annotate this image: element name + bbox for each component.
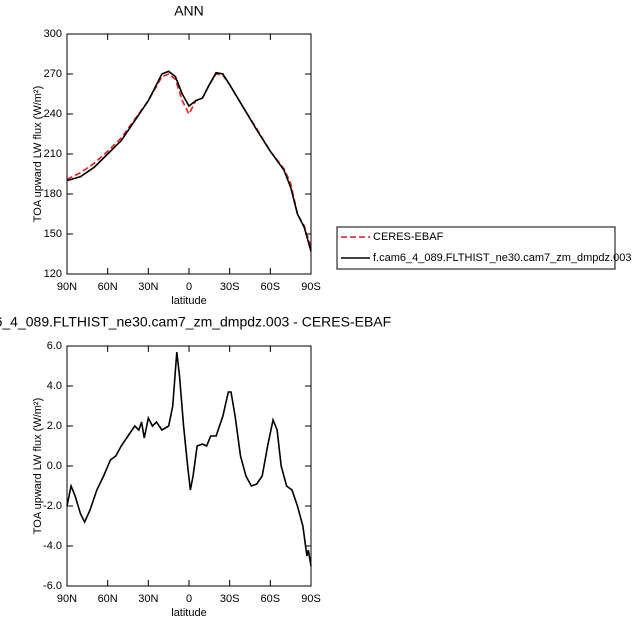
x-tick-label: 30S [220,281,240,293]
x-tick-label: 90N [57,593,77,605]
legend-label: f.cam6_4_089.FLTHIST_ne30.cam7_zm_dmpdz.… [373,252,631,264]
chart-title: ANN [174,3,204,19]
y-tick-label: 270 [44,68,62,80]
y-tick-label: -2.0 [43,500,62,512]
x-tick-label: 90S [301,281,321,293]
x-tick-label: 60S [261,593,281,605]
x-tick-label: 90N [57,281,77,293]
x-axis-label: latitude [171,295,206,307]
y-axis-label: TOA upward LW flux (W/m²) [32,398,44,535]
y-axis-label: TOA upward LW flux (W/m²) [32,86,44,223]
y-tick-label: -6.0 [43,580,62,592]
plot-frame [66,345,312,587]
legend-box [336,226,616,270]
series-line [66,351,312,567]
y-tick-label: -4.0 [43,540,62,552]
y-tick-label: 210 [44,148,62,160]
y-tick-label: 6.0 [47,340,62,352]
y-tick-label: 150 [44,228,62,240]
x-axis-label: latitude [171,607,206,619]
x-tick-label: 0 [186,593,192,605]
x-tick-label: 30S [220,593,240,605]
plot-frame [66,33,312,275]
y-tick-label: 2.0 [47,420,62,432]
y-tick-label: 4.0 [47,380,62,392]
series-line [66,73,312,248]
x-tick-label: 60N [98,593,118,605]
legend-label: CERES-EBAF [373,231,444,243]
y-tick-label: 120 [44,268,62,280]
x-tick-label: 30N [138,281,158,293]
x-tick-label: 90S [301,593,321,605]
x-tick-label: 0 [186,281,192,293]
y-tick-label: 240 [44,108,62,120]
y-tick-label: 180 [44,188,62,200]
x-tick-label: 60S [261,281,281,293]
x-tick-label: 30N [138,593,158,605]
y-tick-label: 300 [44,28,62,40]
chart-title: n6_4_089.FLTHIST_ne30.cam7_zm_dmpdz.003 … [0,314,391,330]
x-tick-label: 60N [98,281,118,293]
y-tick-label: 0.0 [47,460,62,472]
series-line [66,70,312,252]
